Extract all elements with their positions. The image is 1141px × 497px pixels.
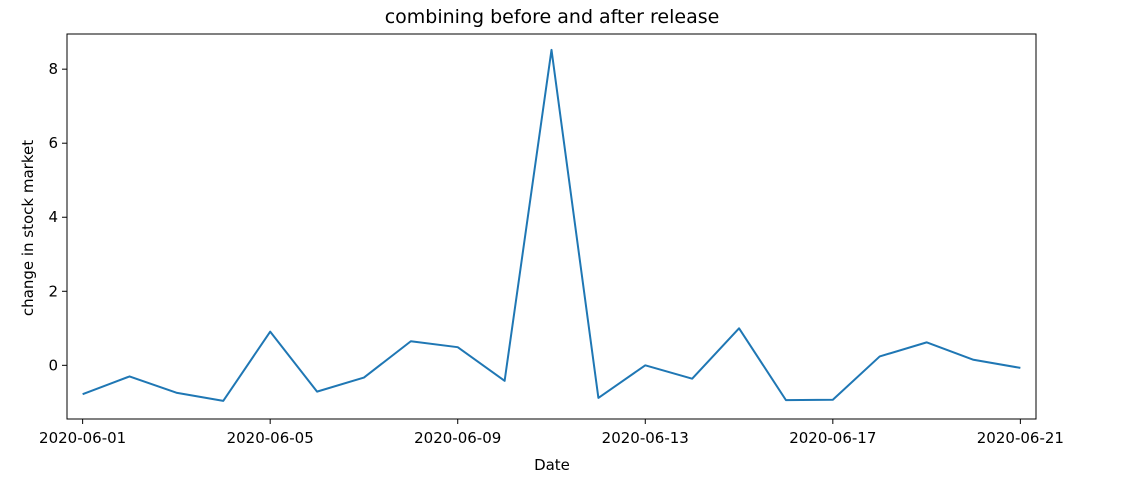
x-tick-label: 2020-06-05 <box>227 429 314 447</box>
x-tick-label: 2020-06-01 <box>39 429 126 447</box>
y-tick-label: 8 <box>48 60 58 78</box>
plot-frame <box>66 33 1037 420</box>
series-line <box>82 48 1021 402</box>
chart-title: combining before and after release <box>385 6 720 28</box>
x-axis: 2020-06-01 2020-06-05 2020-06-09 2020-06-13… <box>39 419 1064 447</box>
y-axis: 0 2 4 6 8 <box>48 60 67 374</box>
x-tick-label: 2020-06-17 <box>789 429 876 447</box>
y-tick-label: 6 <box>48 134 58 152</box>
x-tick-label: 2020-06-21 <box>977 429 1064 447</box>
y-tick-label: 2 <box>48 282 58 300</box>
y-tick-label: 4 <box>48 208 58 226</box>
y-axis-label: change in stock market <box>19 140 37 316</box>
x-tick-label: 2020-06-09 <box>414 429 501 447</box>
x-axis-label: Date <box>534 456 570 474</box>
y-tick-label: 0 <box>48 356 58 374</box>
x-tick-label: 2020-06-13 <box>602 429 689 447</box>
